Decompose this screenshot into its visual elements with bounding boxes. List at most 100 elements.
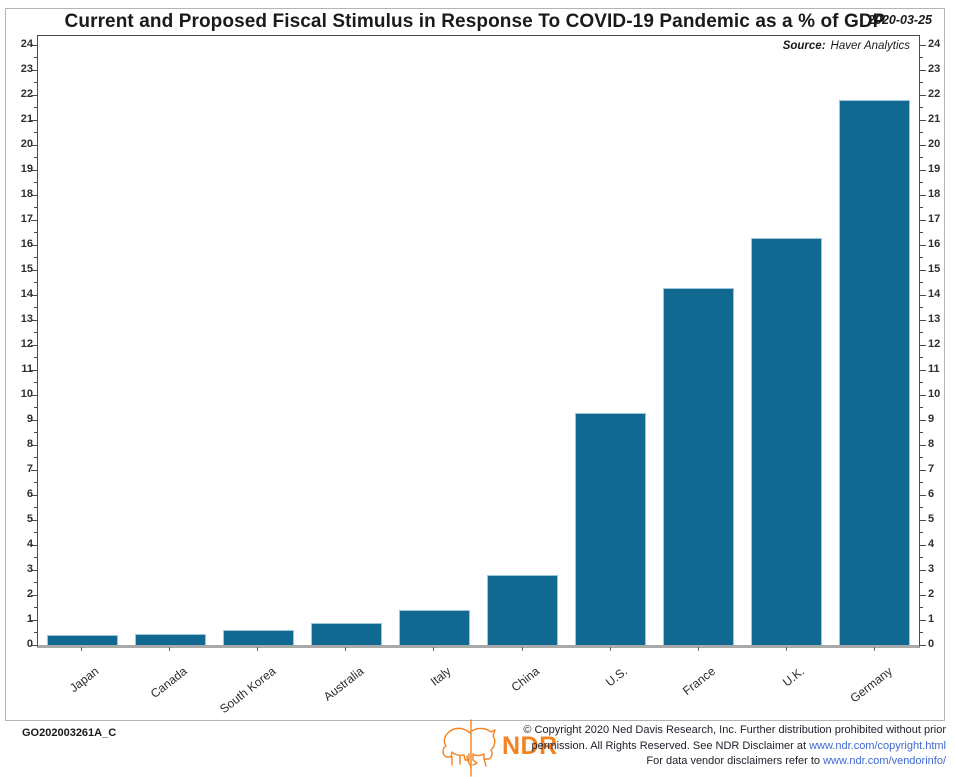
bar-japan	[46, 635, 118, 645]
y-axis-label-right: 9	[928, 413, 935, 425]
y-tick-right	[920, 294, 926, 296]
y-tick-left	[31, 219, 37, 221]
y-tick-left	[31, 494, 37, 496]
y-minor-tick-left	[34, 407, 37, 408]
y-tick-left	[31, 94, 37, 96]
y-minor-tick-left	[34, 482, 37, 483]
y-tick-left	[31, 644, 37, 646]
copyright-line-3: For data vendor disclaimers refer to www…	[646, 755, 946, 767]
bar-china	[487, 575, 559, 645]
y-axis-label-right: 4	[928, 538, 935, 550]
y-axis-label-right: 15	[928, 263, 941, 275]
y-minor-tick-left	[34, 607, 37, 608]
y-axis-label-left: 13	[20, 313, 33, 325]
y-tick-left	[31, 194, 37, 196]
y-axis-label-left: 2	[26, 588, 33, 600]
y-axis-label-left: 18	[20, 188, 33, 200]
y-tick-left	[31, 69, 37, 71]
x-axis-label-france: France	[680, 664, 719, 699]
y-axis-label-left: 5	[26, 513, 33, 525]
x-axis-label-japan: Japan	[67, 664, 102, 696]
y-axis-label-right: 18	[928, 188, 941, 200]
y-tick-left	[31, 294, 37, 296]
bar-u-s-	[575, 412, 647, 645]
chart-id-code: GO202003261A_C	[22, 727, 117, 739]
chart-date: 2020-03-25	[868, 13, 932, 27]
y-minor-tick-right	[920, 82, 923, 83]
y-minor-tick-right	[920, 382, 923, 383]
y-minor-tick-left	[34, 107, 37, 108]
bar-canada	[134, 633, 206, 645]
copyright-line-2: permission. All Rights Reserved. See NDR…	[531, 739, 946, 752]
y-tick-right	[920, 119, 926, 121]
x-tick	[873, 647, 875, 651]
y-axis-label-left: 14	[20, 288, 33, 300]
y-tick-left	[31, 569, 37, 571]
y-axis-label-right: 11	[928, 363, 940, 375]
y-minor-tick-left	[34, 582, 37, 583]
y-minor-tick-right	[920, 132, 923, 133]
x-tick	[785, 647, 787, 651]
y-axis-label-left: 10	[20, 388, 33, 400]
y-tick-left	[31, 119, 37, 121]
y-minor-tick-left	[34, 357, 37, 358]
source-label: Source:	[782, 40, 826, 52]
y-axis-label-right: 20	[928, 138, 941, 150]
y-minor-tick-left	[34, 532, 37, 533]
bar-france	[663, 287, 735, 645]
y-minor-tick-right	[920, 157, 923, 158]
y-tick-left	[31, 269, 37, 271]
ndr-logo: NDR	[440, 719, 557, 777]
x-tick	[81, 647, 83, 651]
y-minor-tick-right	[920, 232, 923, 233]
y-minor-tick-right	[920, 57, 923, 58]
y-axis-label-right: 7	[928, 463, 935, 475]
y-axis-label-right: 17	[928, 213, 941, 225]
x-axis-label-u-k-: U.K.	[779, 664, 807, 690]
y-minor-tick-right	[920, 607, 923, 608]
bar-u-k-	[751, 237, 823, 645]
y-minor-tick-right	[920, 457, 923, 458]
source-value: Haver Analytics	[830, 40, 910, 52]
y-axis-label-left: 15	[20, 263, 33, 275]
y-axis-label-right: 6	[928, 488, 935, 500]
y-axis-label-left: 12	[20, 338, 33, 350]
y-tick-left	[31, 244, 37, 246]
y-tick-right	[920, 369, 926, 371]
y-axis-label-left: 16	[20, 238, 33, 250]
y-axis-label-right: 21	[928, 113, 941, 125]
y-axis-label-right: 2	[928, 588, 935, 600]
y-minor-tick-right	[920, 332, 923, 333]
y-tick-left	[31, 544, 37, 546]
y-tick-left	[31, 519, 37, 521]
copyright-line-1: © Copyright 2020 Ned Davis Research, Inc…	[523, 724, 946, 736]
y-axis-label-right: 14	[928, 288, 941, 300]
ndr-bull-bear-icon	[442, 719, 496, 777]
y-tick-left	[31, 169, 37, 171]
y-minor-tick-left	[34, 507, 37, 508]
y-tick-right	[920, 569, 926, 571]
y-axis-label-left: 21	[20, 113, 33, 125]
y-axis-label-left: 11	[21, 363, 33, 375]
y-tick-right	[920, 169, 926, 171]
vendorinfo-link[interactable]: www.ndr.com/vendorinfo/	[823, 755, 946, 767]
y-axis-label-left: 0	[26, 638, 33, 650]
y-tick-left	[31, 44, 37, 46]
y-minor-tick-right	[920, 557, 923, 558]
copyright-link[interactable]: www.ndr.com/copyright.html	[809, 739, 946, 752]
plot-area: Source: Haver Analytics	[31, 35, 926, 648]
y-axis-label-left: 24	[20, 38, 33, 50]
bar-south-korea	[222, 630, 294, 645]
bar-australia	[310, 622, 382, 645]
y-minor-tick-left	[34, 207, 37, 208]
y-axis-label-right: 22	[928, 88, 941, 100]
x-tick	[257, 647, 259, 651]
y-minor-tick-left	[34, 307, 37, 308]
y-tick-right	[920, 544, 926, 546]
y-tick-left	[31, 594, 37, 596]
chart-title: Current and Proposed Fiscal Stimulus in …	[64, 11, 886, 32]
y-tick-right	[920, 319, 926, 321]
y-minor-tick-left	[34, 82, 37, 83]
copyright-block: © Copyright 2020 Ned Davis Research, Inc…	[523, 723, 946, 770]
y-axis-label-right: 24	[928, 38, 941, 50]
